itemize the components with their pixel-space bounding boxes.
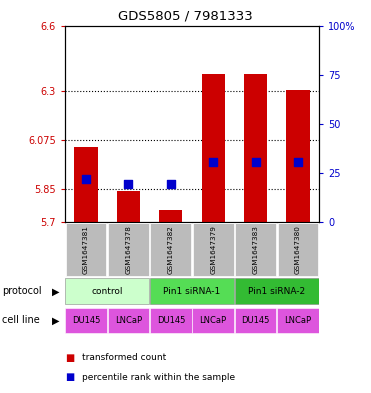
Text: ■: ■ [65, 372, 74, 382]
Text: Pin1 siRNA-1: Pin1 siRNA-1 [163, 287, 221, 296]
Text: Pin1 siRNA-2: Pin1 siRNA-2 [248, 287, 305, 296]
Text: GSM1647380: GSM1647380 [295, 225, 301, 274]
Bar [117, 191, 140, 222]
Bar [235, 308, 276, 333]
Text: GSM1647382: GSM1647382 [168, 225, 174, 274]
Bar [159, 210, 183, 222]
Text: GSM1647383: GSM1647383 [253, 225, 259, 274]
Text: GDS5805 / 7981333: GDS5805 / 7981333 [118, 10, 253, 23]
Bar [108, 223, 149, 276]
Bar [193, 223, 233, 276]
Point [295, 159, 301, 165]
Bar [235, 279, 319, 304]
Bar [244, 73, 267, 222]
Bar [66, 223, 106, 276]
Bar [278, 223, 318, 276]
Point [83, 176, 89, 183]
Text: ▶: ▶ [52, 316, 59, 325]
Bar [286, 90, 309, 222]
Bar [150, 308, 191, 333]
Bar [277, 308, 319, 333]
Text: cell line: cell line [2, 316, 40, 325]
Text: DU145: DU145 [242, 316, 270, 325]
Point [253, 159, 259, 165]
Bar [65, 279, 149, 304]
Bar [75, 147, 98, 222]
Text: DU145: DU145 [157, 316, 185, 325]
Text: LNCaP: LNCaP [115, 316, 142, 325]
Text: LNCaP: LNCaP [284, 316, 311, 325]
Text: control: control [92, 287, 123, 296]
Bar [235, 223, 276, 276]
Point [210, 159, 216, 165]
Text: protocol: protocol [2, 286, 42, 296]
Text: LNCaP: LNCaP [200, 316, 227, 325]
Text: GSM1647381: GSM1647381 [83, 225, 89, 274]
Text: percentile rank within the sample: percentile rank within the sample [82, 373, 235, 382]
Point [125, 181, 131, 187]
Text: GSM1647379: GSM1647379 [210, 225, 216, 274]
Bar [193, 308, 234, 333]
Bar [65, 308, 107, 333]
Bar [150, 279, 234, 304]
Bar [151, 223, 191, 276]
Text: GSM1647378: GSM1647378 [125, 225, 131, 274]
Text: ▶: ▶ [52, 286, 59, 296]
Text: ■: ■ [65, 353, 74, 363]
Text: DU145: DU145 [72, 316, 100, 325]
Bar [108, 308, 149, 333]
Point [168, 181, 174, 187]
Text: transformed count: transformed count [82, 353, 166, 362]
Bar [201, 73, 225, 222]
